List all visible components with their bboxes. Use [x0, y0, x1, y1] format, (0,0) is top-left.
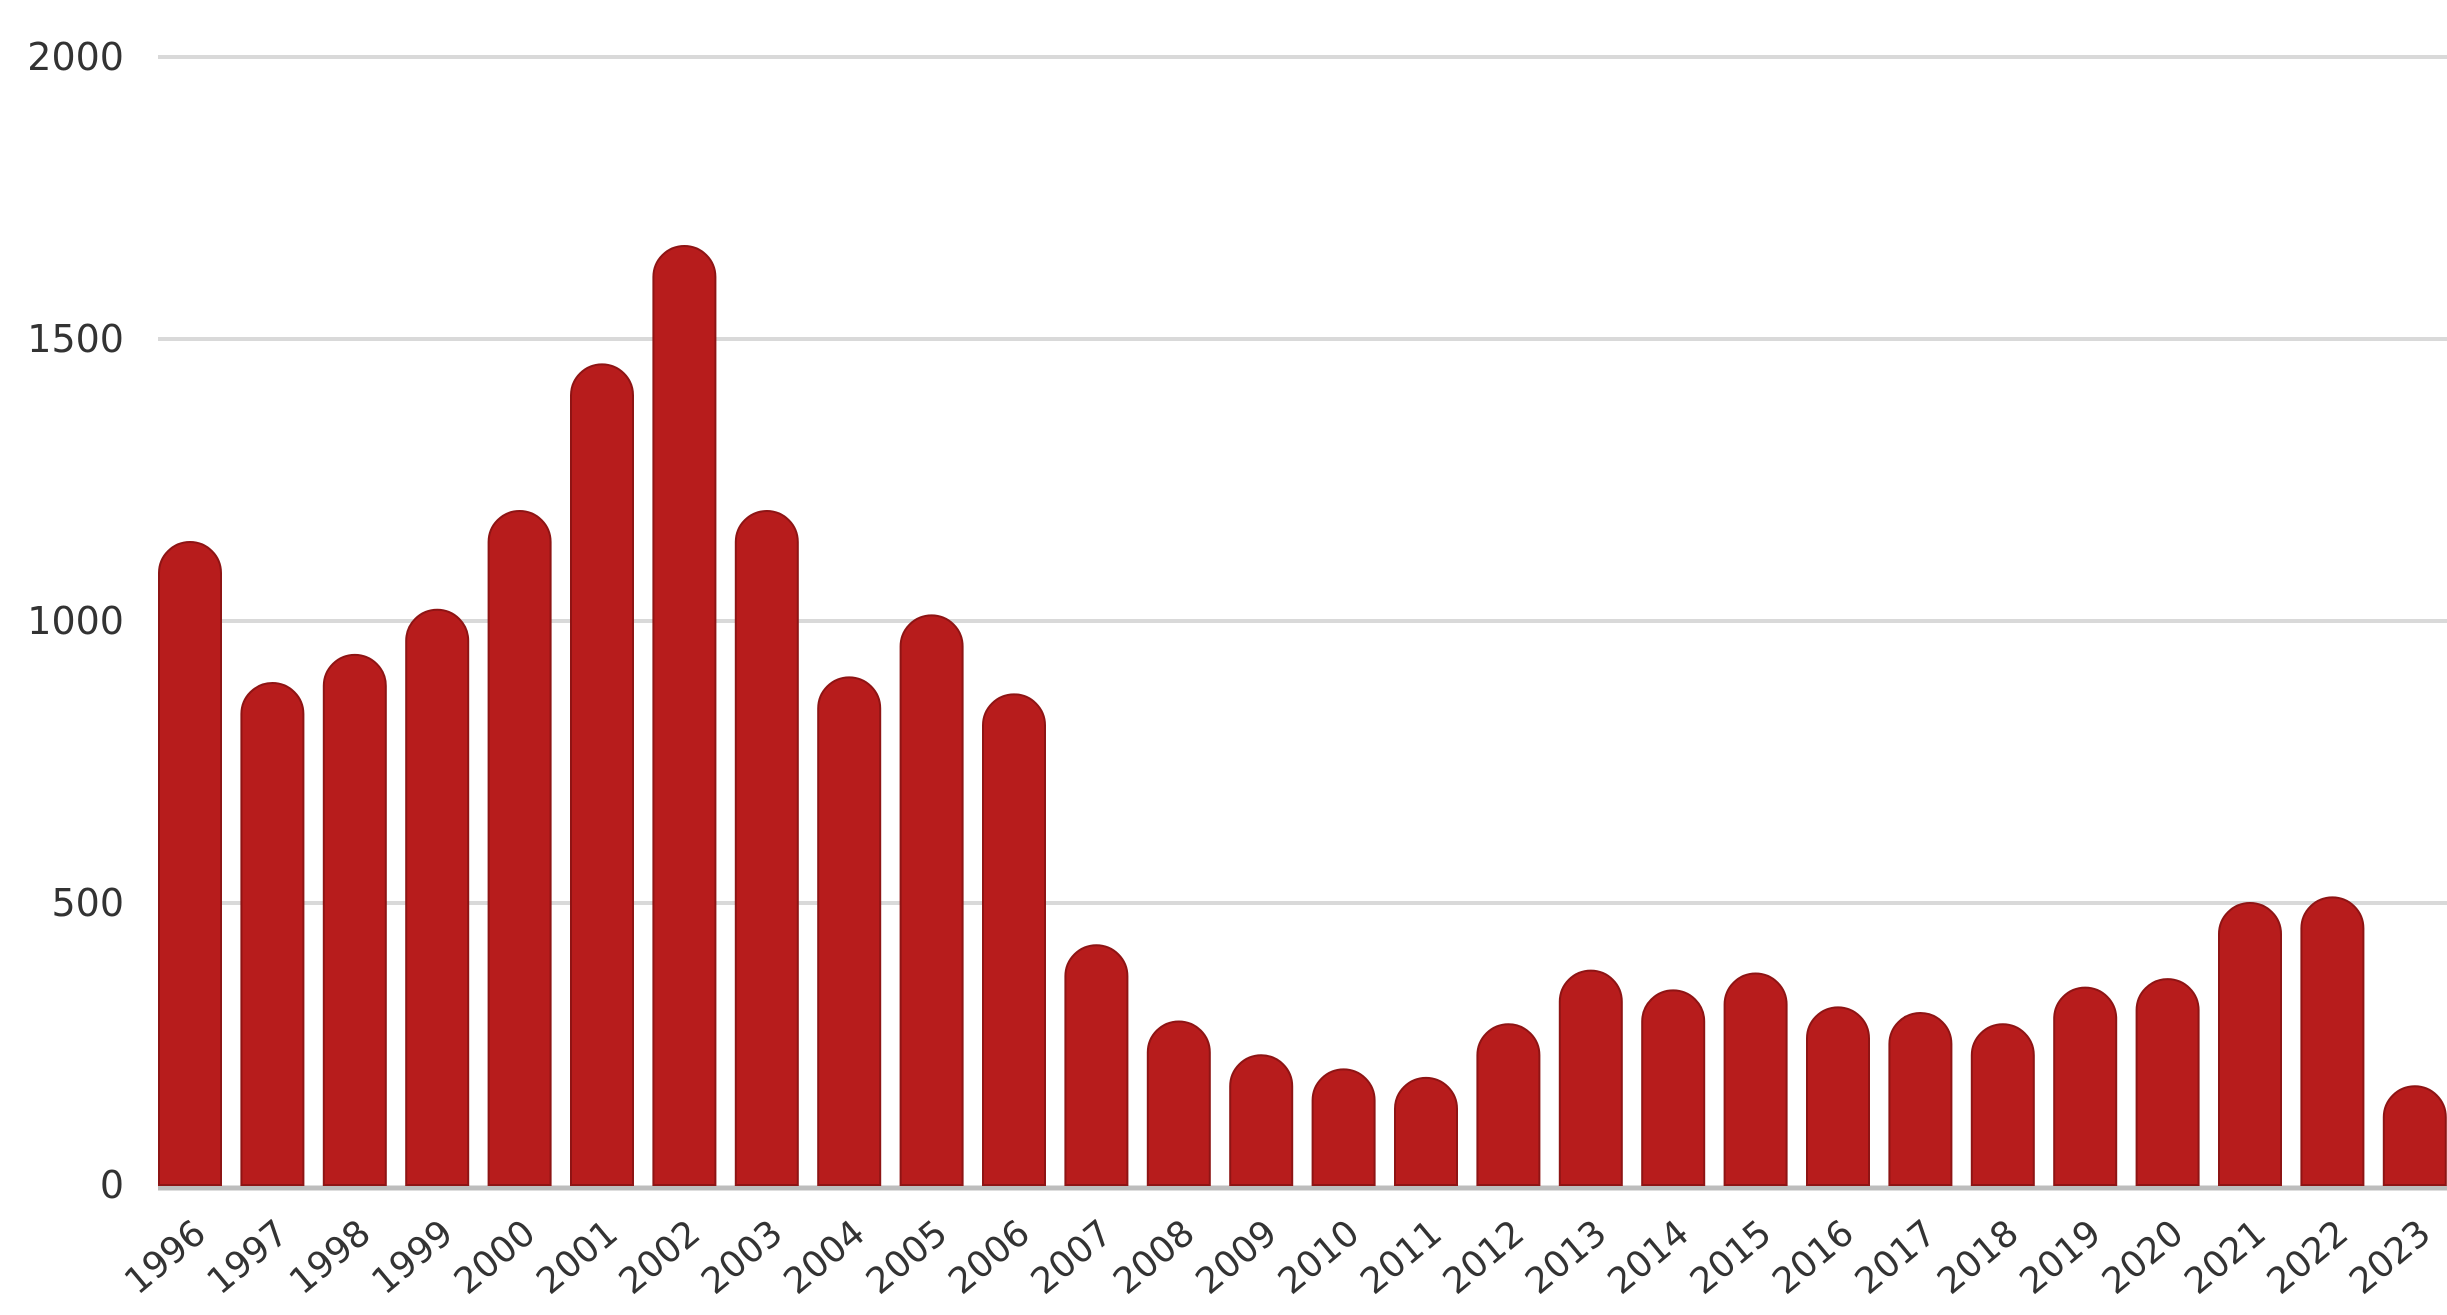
x-tick-label-2012: 2012 — [1436, 1212, 1533, 1302]
bar-2011 — [1394, 1076, 1458, 1186]
x-tick-label-2022: 2022 — [2260, 1212, 2357, 1302]
bar-2010 — [1311, 1068, 1376, 1186]
x-tick-label-2003: 2003 — [694, 1212, 791, 1302]
bar-2019 — [2053, 986, 2118, 1186]
bar-1996 — [158, 541, 222, 1186]
x-tick-label-2009: 2009 — [1188, 1212, 1285, 1302]
x-tick-label-2013: 2013 — [1518, 1212, 1615, 1302]
bar-2017 — [1888, 1012, 1953, 1186]
x-tick-label-2011: 2011 — [1353, 1212, 1450, 1302]
bar-1998 — [322, 653, 387, 1186]
x-tick-label-2000: 2000 — [447, 1212, 544, 1302]
y-tick-label: 500 — [51, 881, 124, 925]
x-tick-label-1998: 1998 — [282, 1212, 379, 1302]
x-tick-label-1999: 1999 — [364, 1212, 461, 1302]
bar-2003 — [734, 510, 799, 1186]
x-tick-label-2018: 2018 — [1930, 1212, 2027, 1302]
x-tick-label-2008: 2008 — [1106, 1212, 1203, 1302]
y-tick-label: 0 — [100, 1163, 124, 1207]
y-tick-label: 1500 — [27, 317, 124, 361]
x-tick-label-2023: 2023 — [2342, 1212, 2439, 1302]
x-tick-label-2020: 2020 — [2095, 1212, 2192, 1302]
x-axis-ticks: 1996199719981999200020012002200320042005… — [117, 1212, 2438, 1302]
bar-2007 — [1064, 944, 1129, 1186]
bar-2018 — [1970, 1023, 2035, 1186]
x-tick-label-1996: 1996 — [117, 1212, 214, 1302]
x-tick-label-2002: 2002 — [612, 1212, 709, 1302]
x-tick-label-2021: 2021 — [2177, 1212, 2274, 1302]
bar-2005 — [899, 614, 964, 1186]
x-tick-label-2007: 2007 — [1024, 1212, 1121, 1302]
bar-2002 — [652, 245, 717, 1186]
bar-2020 — [2135, 978, 2200, 1186]
y-axis-ticks: 0 500 1000 1500 2000 — [27, 35, 124, 1207]
x-tick-label-2006: 2006 — [941, 1212, 1038, 1302]
bar-2008 — [1146, 1020, 1211, 1186]
bar-2013 — [1558, 969, 1623, 1186]
bar-2014 — [1641, 989, 1706, 1186]
y-tick-label: 2000 — [27, 35, 124, 79]
bar-1999 — [405, 608, 470, 1186]
bar-1997 — [240, 682, 305, 1186]
bar-2015 — [1723, 972, 1788, 1186]
x-tick-label-2004: 2004 — [776, 1212, 873, 1302]
x-tick-label-1997: 1997 — [200, 1212, 297, 1302]
bar-2006 — [982, 693, 1046, 1186]
bar-2023 — [2382, 1085, 2447, 1186]
x-tick-label-2001: 2001 — [529, 1212, 626, 1302]
bars — [158, 245, 2447, 1186]
x-tick-label-2010: 2010 — [1271, 1212, 1368, 1302]
y-tick-label: 1000 — [27, 599, 124, 643]
bar-2016 — [1806, 1006, 1870, 1186]
bar-2009 — [1229, 1054, 1294, 1186]
bar-2004 — [817, 676, 882, 1186]
x-tick-label-2016: 2016 — [1765, 1212, 1862, 1302]
x-tick-label-2017: 2017 — [1848, 1212, 1945, 1302]
bar-2012 — [1476, 1023, 1541, 1186]
x-tick-label-2005: 2005 — [859, 1212, 956, 1302]
bar-2022 — [2300, 896, 2365, 1186]
x-tick-label-2014: 2014 — [1600, 1212, 1697, 1302]
bar-2000 — [487, 510, 552, 1186]
x-tick-label-2019: 2019 — [2012, 1212, 2109, 1302]
bar-2021 — [2218, 902, 2282, 1186]
bar-2001 — [570, 363, 634, 1186]
x-tick-label-2015: 2015 — [1683, 1212, 1780, 1302]
